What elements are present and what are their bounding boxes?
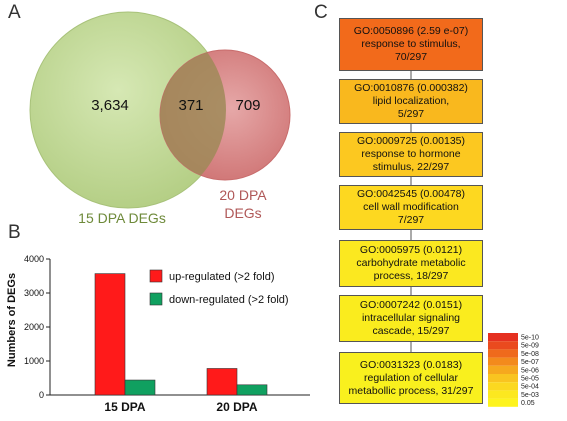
scale-swatch <box>488 357 518 366</box>
bar-up-0 <box>94 273 126 396</box>
venn-overlap-count: 371 <box>178 97 203 114</box>
y-axis-label: Numbers of DEGs <box>6 273 18 367</box>
y-tick-label: 2000 <box>24 322 44 332</box>
go-term-id: GO:0050896 (2.59 e-07) <box>353 25 469 37</box>
y-tick-label: 4000 <box>24 254 44 264</box>
venn-overlap <box>160 50 226 180</box>
x-tick-label: 15 DPA <box>104 400 145 414</box>
go-term-id: GO:0042545 (0.00478) <box>357 188 465 200</box>
venn-right-label-line1: 20 DPA <box>219 187 267 203</box>
venn-diagram: 3,634 371 709 15 DPA DEGs 20 DPA DEGs <box>29 11 291 225</box>
go-term-description: 70/297 <box>394 51 428 63</box>
go-term-description: 7/297 <box>397 214 425 226</box>
go-term-description: cell wall modification <box>363 201 459 213</box>
go-term-description: process, 18/297 <box>373 270 449 282</box>
go-term-description: response to stimulus, <box>361 38 461 50</box>
scale-swatch <box>488 398 518 407</box>
scale-swatch <box>488 390 518 399</box>
scale-label: 5e-06 <box>521 367 539 374</box>
go-term-description: regulation of cellular <box>364 371 458 384</box>
scale-swatch <box>488 349 518 358</box>
go-term-description: metabollic process, 31/297 <box>348 384 474 397</box>
scale-swatch <box>488 333 518 342</box>
bar-up-1 <box>206 368 238 396</box>
scale-label: 5e-10 <box>521 335 539 342</box>
legend-label: down-regulated (>2 fold) <box>169 294 289 306</box>
venn-left-only-count: 3,634 <box>91 97 129 114</box>
scale-label: 5e-03 <box>521 392 539 399</box>
panel-letter-c: C <box>314 2 328 23</box>
scale-swatch <box>488 365 518 374</box>
scale-label: 5e-04 <box>521 384 539 391</box>
go-term-id: GO:0007242 (0.0151) <box>359 299 463 311</box>
go-term-description: 5/297 <box>397 108 425 120</box>
venn-right-label-line2: DEGs <box>224 205 261 221</box>
go-term-box: GO:0007242 (0.0151) intracellular signali… <box>339 295 483 342</box>
go-term-id: GO:0009725 (0.00135) <box>357 135 465 147</box>
go-term-description: intracellular signaling <box>361 312 461 324</box>
venn-right-only-count: 709 <box>235 97 260 114</box>
y-tick-label: 3000 <box>24 288 44 298</box>
go-term-description: carbohydrate metabolic <box>356 257 466 269</box>
panel-letter-b: B <box>8 222 21 243</box>
scale-label: 5e-05 <box>521 376 539 383</box>
go-term-description: cascade, 15/297 <box>372 325 450 337</box>
go-term-id: GO:0005975 (0.0121) <box>359 244 463 256</box>
panel-letter-a: A <box>8 2 21 23</box>
go-term-box: GO:0005975 (0.0121) carbohydrate metaboli… <box>339 240 483 287</box>
scale-label: 0.05 <box>521 400 535 407</box>
go-term-description: response to hormone <box>361 148 461 160</box>
scale-swatch <box>488 341 518 350</box>
legend-label: up-regulated (>2 fold) <box>169 271 274 283</box>
y-tick-label: 1000 <box>24 356 44 366</box>
bar-chart: Numbers of DEGs 0 1000 2000 3000 4000 15 DPA 2… <box>6 254 310 414</box>
scale-label: 5e-07 <box>521 359 539 366</box>
legend-swatch <box>149 269 163 283</box>
go-term-id: GO:0010876 (0.000382) <box>354 82 468 94</box>
go-term-box: GO:0009725 (0.00135) response to hormone s… <box>339 132 483 177</box>
venn-left-label: 15 DPA DEGs <box>78 210 166 225</box>
y-tick-label: 0 <box>39 390 44 400</box>
scale-label: 5e-08 <box>521 351 539 358</box>
bar-down-0 <box>124 379 156 396</box>
go-term-id: GO:0031323 (0.0183) <box>359 358 463 371</box>
go-term-box: GO:0010876 (0.000382) lipid localization,… <box>339 79 483 124</box>
go-term-description: lipid localization, <box>372 95 450 107</box>
legend-swatch <box>149 292 163 306</box>
x-tick-label: 20 DPA <box>216 400 257 414</box>
scale-swatch <box>488 374 518 383</box>
scale-swatch <box>488 382 518 391</box>
go-term-box: GO:0031323 (0.0183) regulation of cellula… <box>339 352 483 404</box>
scale-label: 5e-09 <box>521 343 539 350</box>
go-term-description: stimulus, 22/297 <box>372 161 450 173</box>
bar-down-1 <box>236 384 268 396</box>
go-term-box: GO:0042545 (0.00478) cell wall modificati… <box>339 185 483 230</box>
go-term-box: GO:0050896 (2.59 e-07) response to stimul… <box>339 18 483 71</box>
